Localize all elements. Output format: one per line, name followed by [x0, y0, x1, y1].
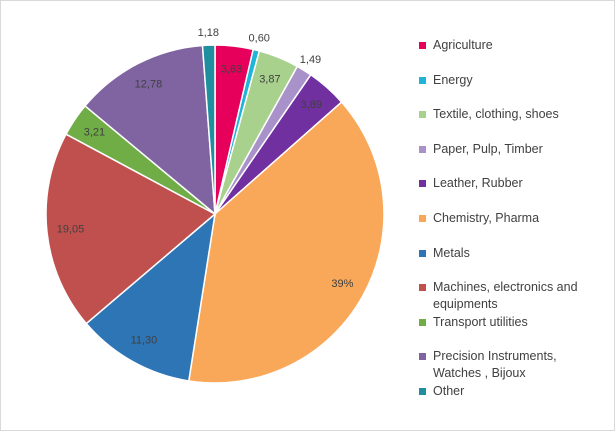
legend-label: Chemistry, Pharma: [433, 211, 540, 225]
legend-label: Leather, Rubber: [433, 176, 523, 191]
legend-label: Agriculture: [433, 38, 493, 52]
legend-swatch: [419, 215, 426, 222]
legend-swatch: [419, 318, 426, 326]
legend-swatch: [419, 76, 426, 84]
legend-swatch: [419, 180, 426, 188]
legend-swatch: [419, 145, 426, 153]
legend-swatch: [419, 42, 426, 49]
legend-entry: Energy: [419, 72, 604, 89]
legend-swatch: [419, 249, 426, 257]
data-label: 19,05: [57, 223, 85, 235]
pie-slice: [45, 133, 217, 325]
legend-entry: Other: [419, 383, 604, 400]
data-label: 11,30: [131, 335, 158, 347]
legend-entry: Paper, Pulp, Timber: [419, 141, 604, 158]
pie-slice: [85, 212, 217, 382]
legend-entry: Chemistry, Pharma: [419, 210, 604, 227]
data-label: 1,18: [198, 27, 219, 39]
pie-slice: [201, 44, 216, 215]
legend-swatch: [419, 353, 426, 361]
data-label: 0,60: [249, 32, 270, 44]
legend-label: Energy: [433, 72, 473, 87]
pie-slice: [83, 44, 216, 216]
legend-entry: Machines, electronics and equipments: [419, 279, 604, 313]
legend-label: Other: [433, 384, 465, 398]
legend-label: Machines, electronics and equipments: [433, 280, 578, 312]
legend-entry: Leather, Rubber: [419, 175, 604, 192]
data-label: 12,78: [135, 79, 163, 91]
pie-slice: [187, 101, 385, 384]
legend-entry: Transport utilities: [419, 314, 604, 331]
legend-label: Paper, Pulp, Timber: [433, 141, 543, 156]
data-label: 3,21: [84, 127, 105, 139]
legend-swatch: [419, 284, 426, 292]
legend-swatch: [419, 111, 426, 119]
legend-entry: Textile, clothing, shoes: [419, 106, 604, 123]
legend-swatch: [419, 388, 426, 395]
legend-label: Precision Instruments, Watches , Bijoux: [433, 349, 557, 381]
data-label: 3,89: [301, 99, 322, 111]
legend-label: Textile, clothing, shoes: [433, 107, 559, 122]
data-label: 3,87: [259, 73, 280, 85]
legend-entry: Metals: [419, 245, 604, 262]
data-label: 39%: [331, 278, 353, 290]
legend-entry: Precision Instruments, Watches , Bijoux: [419, 348, 604, 382]
legend-label: Metals: [433, 245, 470, 260]
data-label: 3,63: [221, 64, 242, 76]
legend-label: Transport utilities: [433, 314, 528, 329]
legend-entry: Agriculture: [419, 37, 604, 54]
data-label: 1,49: [300, 54, 321, 66]
